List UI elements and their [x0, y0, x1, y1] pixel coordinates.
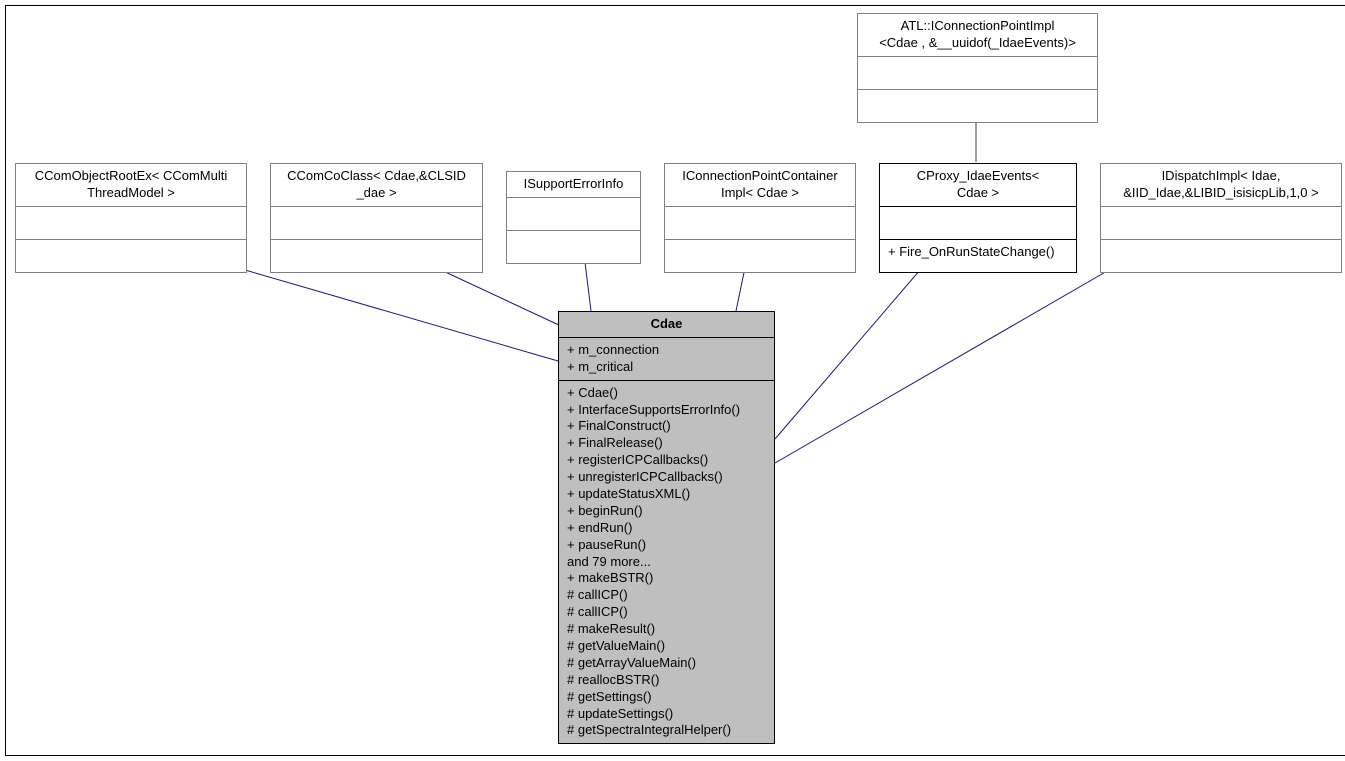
op-line: + makeBSTR()	[567, 570, 766, 587]
class-attrs	[16, 207, 246, 240]
title-line1: ATL::IConnectionPointImpl	[901, 18, 1055, 33]
class-ccomcoclass[interactable]: CComCoClass< Cdae,&CLSID _dae >	[270, 163, 483, 273]
op-line: + Cdae()	[567, 385, 766, 402]
class-ops	[16, 240, 246, 272]
op-line: + pauseRun()	[567, 537, 766, 554]
class-attrs	[858, 57, 1097, 90]
title-line2: _dae >	[356, 185, 396, 200]
class-title: CComObjectRootEx< CComMulti ThreadModel …	[16, 164, 246, 207]
op-line: + updateStatusXML()	[567, 486, 766, 503]
class-cdae[interactable]: Cdae + m_connection + m_critical + Cdae(…	[558, 311, 775, 744]
op-line: # callICP()	[567, 587, 766, 604]
op-line: # makeResult()	[567, 621, 766, 638]
class-ops	[665, 240, 855, 272]
class-ops	[271, 240, 482, 272]
class-ops	[858, 90, 1097, 122]
class-title: CComCoClass< Cdae,&CLSID _dae >	[271, 164, 482, 207]
op-line: # getSettings()	[567, 689, 766, 706]
class-ops: + Cdae() + InterfaceSupportsErrorInfo() …	[559, 381, 774, 744]
title-line2: ThreadModel >	[87, 185, 175, 200]
title-line2: Impl< Cdae >	[721, 185, 799, 200]
title-line1: ISupportErrorInfo	[524, 176, 624, 191]
op-line: + InterfaceSupportsErrorInfo()	[567, 402, 766, 419]
op-line: and 79 more...	[567, 554, 766, 571]
class-iconnectionpointcontainer[interactable]: IConnectionPointContainer Impl< Cdae >	[664, 163, 856, 273]
op-line: # getArrayValueMain()	[567, 655, 766, 672]
title-line1: Cdae	[651, 316, 683, 331]
title-line1: IDispatchImpl< Idae,	[1162, 168, 1281, 183]
op-line: # callICP()	[567, 604, 766, 621]
op-line: # updateSettings()	[567, 706, 766, 723]
class-ops: + Fire_OnRunStateChange()	[880, 240, 1076, 272]
title-line1: CProxy_IdaeEvents<	[917, 168, 1039, 183]
op-line: + unregisterICPCallbacks()	[567, 469, 766, 486]
title-line2: <Cdae , &__uuidof(_IdaeEvents)>	[879, 35, 1076, 50]
class-isupporterrorinfo[interactable]: ISupportErrorInfo	[506, 171, 641, 264]
class-title: CProxy_IdaeEvents< Cdae >	[880, 164, 1076, 207]
uml-diagram: ATL::IConnectionPointImpl <Cdae , &__uui…	[5, 5, 1345, 756]
class-atl-iconnectionpointimpl[interactable]: ATL::IConnectionPointImpl <Cdae , &__uui…	[857, 13, 1098, 123]
title-line1: CComObjectRootEx< CComMulti	[35, 168, 228, 183]
class-title: ATL::IConnectionPointImpl <Cdae , &__uui…	[858, 14, 1097, 57]
op-line: + FinalConstruct()	[567, 418, 766, 435]
title-line1: IConnectionPointContainer	[682, 168, 837, 183]
class-ops	[507, 231, 640, 263]
op-line: + Fire_OnRunStateChange()	[888, 244, 1068, 261]
class-title: IDispatchImpl< Idae, &IID_Idae,&LIBID_is…	[1101, 164, 1341, 207]
op-line: # getSpectraIntegralHelper()	[567, 722, 766, 739]
class-cproxy-idaeevents[interactable]: CProxy_IdaeEvents< Cdae > + Fire_OnRunSt…	[879, 163, 1077, 273]
class-attrs	[271, 207, 482, 240]
op-line: + FinalRelease()	[567, 435, 766, 452]
class-attrs: + m_connection + m_critical	[559, 338, 774, 381]
attr-line: + m_critical	[567, 359, 766, 376]
op-line: # reallocBSTR()	[567, 672, 766, 689]
title-line1: CComCoClass< Cdae,&CLSID	[287, 168, 466, 183]
op-line: + registerICPCallbacks()	[567, 452, 766, 469]
class-title: IConnectionPointContainer Impl< Cdae >	[665, 164, 855, 207]
class-title: ISupportErrorInfo	[507, 172, 640, 198]
class-title: Cdae	[559, 312, 774, 338]
class-attrs	[507, 198, 640, 231]
op-line: + endRun()	[567, 520, 766, 537]
attr-line: + m_connection	[567, 342, 766, 359]
title-line2: Cdae >	[957, 185, 999, 200]
class-idispatchimpl[interactable]: IDispatchImpl< Idae, &IID_Idae,&LIBID_is…	[1100, 163, 1342, 273]
op-line: + beginRun()	[567, 503, 766, 520]
class-attrs	[665, 207, 855, 240]
class-ccomobjectrootex[interactable]: CComObjectRootEx< CComMulti ThreadModel …	[15, 163, 247, 273]
class-attrs	[880, 207, 1076, 240]
class-attrs	[1101, 207, 1341, 240]
title-line2: &IID_Idae,&LIBID_isisicpLib,1,0 >	[1123, 185, 1318, 200]
class-ops	[1101, 240, 1341, 272]
op-line: # getValueMain()	[567, 638, 766, 655]
